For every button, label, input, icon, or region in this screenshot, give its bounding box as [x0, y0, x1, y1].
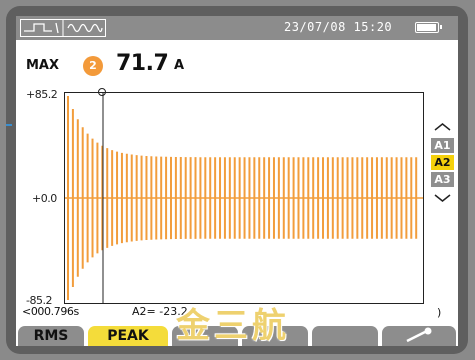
channel-a1[interactable]: A1 — [431, 138, 454, 153]
cursor-time: <000.796s — [22, 305, 79, 318]
channel-a3[interactable]: A3 — [431, 172, 454, 187]
cursor-handle-icon[interactable] — [97, 82, 107, 101]
softkey-bar: RMS PEAK — [16, 323, 458, 346]
cursor-time-value: 000.796s — [30, 305, 79, 318]
waveform-chart — [65, 93, 423, 303]
channel-a2[interactable]: A2 — [431, 155, 454, 170]
side-indicator — [6, 124, 12, 126]
peak-softkey[interactable]: PEAK — [88, 326, 168, 346]
softkey-5[interactable] — [312, 326, 378, 346]
display-screen: 23/07/08 15:20 MAX 2 71.7 A +85.2 +0.0 -… — [16, 16, 458, 346]
softkey-4[interactable] — [242, 326, 308, 346]
waveform-mode-icon — [20, 19, 106, 37]
probe-softkey[interactable] — [382, 326, 456, 346]
chevron-up-icon[interactable] — [431, 122, 454, 132]
date-time: 23/07/08 15:20 — [284, 20, 393, 34]
max-label: MAX — [26, 58, 60, 73]
scroll-right-indicator: ) — [437, 306, 442, 319]
probe-icon — [406, 327, 432, 343]
softkey-3[interactable] — [172, 326, 238, 346]
status-bar: 23/07/08 15:20 — [16, 16, 458, 40]
max-value: 71.7 — [116, 51, 169, 76]
cursor-value: A2= -23.2 — [132, 305, 188, 318]
chevron-down-icon[interactable] — [431, 193, 454, 203]
battery-icon — [415, 22, 442, 33]
mode-icons — [20, 19, 106, 41]
rms-softkey[interactable]: RMS — [18, 326, 84, 346]
channel-selector: A1 A2 A3 — [431, 117, 455, 207]
y-tick-label-middle: +0.0 — [32, 192, 57, 205]
phase-badge: 2 — [83, 56, 103, 76]
y-tick-label-bottom: -85.2 — [26, 294, 52, 307]
instrument-bezel: 23/07/08 15:20 MAX 2 71.7 A +85.2 +0.0 -… — [6, 6, 468, 354]
waveform-plot[interactable] — [64, 92, 424, 304]
y-tick-label-top: +85.2 — [26, 88, 58, 101]
max-unit: A — [174, 58, 185, 73]
